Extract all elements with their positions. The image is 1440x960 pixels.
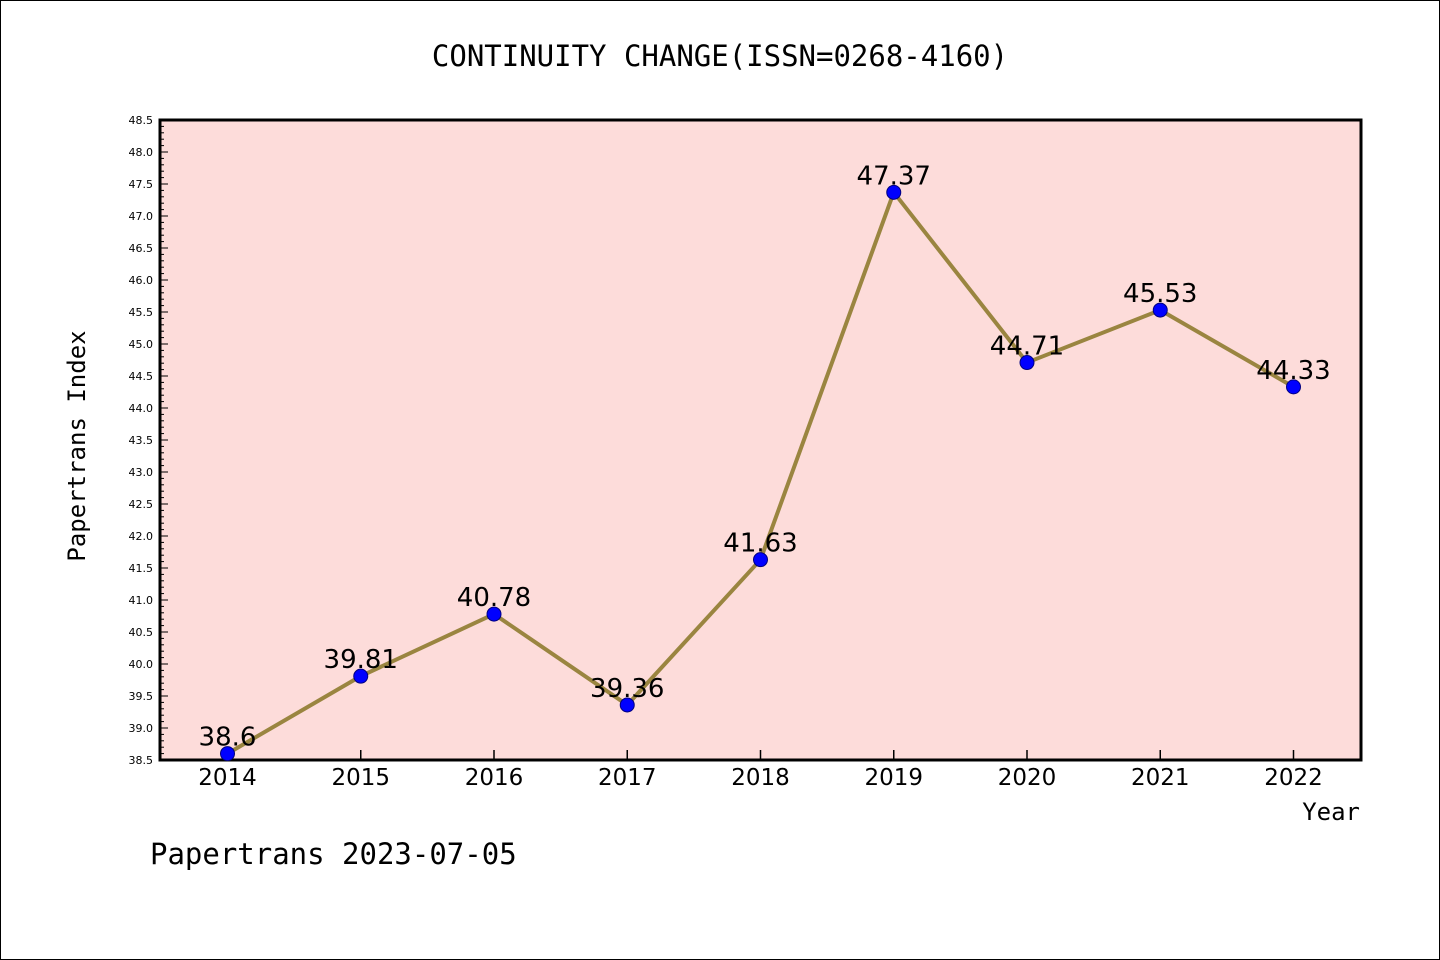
y-tick-label: 47.0	[129, 210, 154, 223]
y-tick-label: 44.5	[129, 370, 154, 383]
y-tick-label: 42.5	[129, 498, 154, 511]
y-tick-label: 38.5	[129, 754, 154, 767]
x-tick-label: 2019	[864, 765, 923, 791]
x-tick-label: 2017	[598, 765, 657, 791]
y-tick-label: 40.5	[129, 626, 154, 639]
data-point	[353, 668, 369, 684]
y-tick-label: 42.0	[129, 530, 154, 543]
x-tick-label: 2018	[731, 765, 790, 791]
y-tick-label: 45.5	[129, 306, 154, 319]
y-tick-label: 43.0	[129, 466, 154, 479]
data-labels: 38.6 39.81 40.78 39.36 41.63 47.37 44.71 45.53 4…	[199, 161, 1331, 752]
data-label: 41.63	[723, 529, 797, 559]
y-tick-label: 48.5	[129, 114, 154, 127]
data-point	[753, 552, 768, 568]
data-label: 39.81	[324, 645, 398, 675]
data-point	[486, 606, 502, 622]
data-point	[220, 746, 235, 762]
y-tick-label: 46.0	[129, 274, 154, 287]
y-tick-label: 47.5	[129, 178, 154, 191]
y-tick-label: 39.5	[129, 690, 154, 703]
x-tick-label: 2015	[331, 765, 390, 791]
x-axis-label: Year	[1302, 798, 1360, 826]
y-tick-label: 40.0	[129, 658, 154, 671]
data-label: 40.78	[457, 583, 531, 613]
series-markers	[220, 184, 1301, 762]
x-tick-label: 2016	[465, 765, 524, 791]
data-label: 39.36	[590, 674, 664, 704]
x-tick-label: 2021	[1131, 765, 1190, 791]
x-tick-label: 2014	[198, 765, 257, 791]
data-point	[619, 697, 635, 713]
data-label: 44.33	[1256, 356, 1330, 386]
x-axis: 2014 2015 2016 2017 2018 2019 2020 2021 2022	[198, 750, 1323, 791]
data-label: 38.6	[199, 723, 257, 753]
data-label: 47.37	[857, 161, 931, 191]
y-tick-label: 44.0	[129, 402, 154, 415]
y-tick-label: 46.5	[129, 242, 154, 255]
data-point	[1152, 302, 1168, 318]
x-tick-label: 2022	[1264, 765, 1323, 791]
y-axis: 38.5 39.0 39.5 40.0 40.5 41.0 41.5 42.0 42.5 43.0…	[129, 114, 168, 767]
data-point	[1286, 379, 1301, 395]
plot-area	[158, 118, 1363, 762]
y-axis-label: Papertrans Index	[63, 330, 91, 561]
y-tick-label: 48.0	[129, 146, 154, 159]
y-tick-label: 41.0	[129, 594, 154, 607]
data-point	[886, 184, 902, 200]
data-point	[1019, 355, 1035, 371]
data-label: 44.71	[990, 332, 1064, 362]
y-tick-label: 41.5	[129, 562, 154, 575]
y-tick-label: 39.0	[129, 722, 154, 735]
chart-title: CONTINUITY CHANGE(ISSN=0268-4160)	[432, 39, 1008, 73]
data-label: 45.53	[1123, 279, 1197, 309]
y-tick-label: 45.0	[129, 338, 154, 351]
y-tick-label: 43.5	[129, 434, 154, 447]
footer-text: Papertrans 2023-07-05	[150, 837, 517, 871]
x-tick-label: 2020	[998, 765, 1057, 791]
